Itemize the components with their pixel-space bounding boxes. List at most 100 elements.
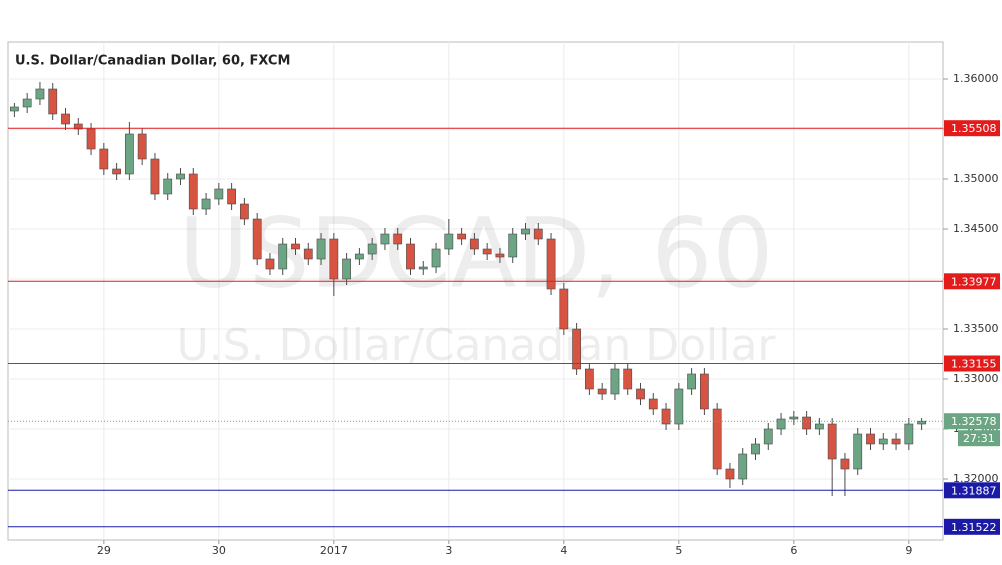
candle-body xyxy=(776,418,786,430)
y-tick-label: 1.34500 xyxy=(953,222,999,235)
candle-body xyxy=(597,388,607,395)
x-tick-label: 29 xyxy=(97,544,111,557)
candle-body xyxy=(584,368,594,390)
candle-body xyxy=(252,218,262,260)
level-label: 1.33155 xyxy=(951,358,997,371)
y-tick-label: 1.36000 xyxy=(953,72,999,85)
level-label-box xyxy=(944,482,1000,499)
candle-body xyxy=(406,243,415,270)
watermark: USDCAD, 60 xyxy=(179,197,774,309)
candle-body xyxy=(329,238,339,280)
candle-body xyxy=(546,238,556,290)
candle-body xyxy=(291,243,300,250)
candle-body xyxy=(303,248,313,260)
candle-body xyxy=(866,433,875,445)
candle-body xyxy=(99,148,109,170)
candle-body xyxy=(814,423,824,430)
last-price-label: 1.32578 xyxy=(951,415,997,428)
candle-body xyxy=(240,203,249,220)
candle-body xyxy=(354,253,364,260)
candle-body xyxy=(699,373,709,410)
plot-frame xyxy=(7,41,944,541)
candle-body xyxy=(840,458,850,470)
x-tick-label: 3 xyxy=(445,544,452,557)
candle-body xyxy=(150,158,160,195)
candle-body xyxy=(533,228,543,240)
candle-body xyxy=(227,188,236,205)
candle-body xyxy=(789,416,799,420)
candle-body xyxy=(495,253,505,258)
candle-body xyxy=(201,198,211,210)
y-tick-label: 1.33500 xyxy=(953,322,999,335)
chart-title: U.S. Dollar/Canadian Dollar, 60, FXCM xyxy=(15,54,290,69)
candle-body xyxy=(86,128,96,150)
x-tick-label: 2017 xyxy=(320,544,348,557)
candle-body xyxy=(521,228,530,235)
candle-body xyxy=(265,258,275,270)
candle-body xyxy=(367,243,377,255)
x-tick-label: 6 xyxy=(790,544,797,557)
level-label: 1.31887 xyxy=(951,484,997,497)
candle-body xyxy=(738,453,748,480)
level-label-box xyxy=(944,120,1000,137)
x-tick-label: 9 xyxy=(905,544,912,557)
candle-body xyxy=(380,233,390,245)
candle-body xyxy=(431,248,441,268)
y-tick-label: 1.33000 xyxy=(953,372,999,385)
candle-body xyxy=(176,173,185,180)
candle-body xyxy=(802,416,811,430)
candle-body xyxy=(342,258,351,280)
candle-body xyxy=(214,188,224,200)
candle-body xyxy=(904,423,914,445)
candle-body xyxy=(763,428,773,445)
countdown-box xyxy=(958,430,1000,447)
candle-body xyxy=(137,133,147,160)
candle-body xyxy=(636,388,645,400)
candle-body xyxy=(73,123,83,130)
candle-body xyxy=(278,243,288,270)
candle-body xyxy=(48,88,58,115)
candle-body xyxy=(316,238,326,260)
level-label-box xyxy=(944,273,1000,290)
candle-body xyxy=(444,233,454,250)
candle-body xyxy=(35,88,45,100)
level-label: 1.31522 xyxy=(951,521,997,534)
candle-body xyxy=(661,408,671,425)
x-tick-label: 5 xyxy=(675,544,682,557)
candle-body xyxy=(610,368,620,395)
y-tick-label: 1.35000 xyxy=(953,172,999,185)
candle-body xyxy=(891,438,901,445)
candle-body xyxy=(112,168,122,175)
candle-body xyxy=(853,433,863,470)
candle-body xyxy=(188,173,198,210)
countdown-label: 27:31 xyxy=(963,432,995,445)
candle-body xyxy=(648,398,658,410)
candle-body xyxy=(827,423,837,460)
level-label: 1.33977 xyxy=(951,275,997,288)
candle-body xyxy=(508,233,518,258)
candle-body xyxy=(623,368,633,390)
candle-body xyxy=(878,438,888,445)
candle-body xyxy=(61,113,70,125)
level-label: 1.35508 xyxy=(951,122,997,135)
candle-body xyxy=(418,266,428,270)
candle-body xyxy=(469,238,479,250)
candle-body xyxy=(572,328,581,370)
candle-body xyxy=(393,233,403,245)
y-tick-label: 1.32000 xyxy=(953,472,999,485)
candle-body xyxy=(674,388,684,425)
watermark-subtitle: U.S. Dollar/Canadian Dollar xyxy=(176,320,776,371)
candle-body xyxy=(917,420,926,425)
last-price-box xyxy=(944,413,1000,430)
candle-body xyxy=(457,233,466,240)
candle-body xyxy=(10,106,19,112)
candle-body xyxy=(751,443,760,455)
candle-body xyxy=(125,133,134,175)
level-label-box xyxy=(944,518,1000,535)
candle-body xyxy=(559,288,569,330)
candle-body xyxy=(712,408,722,470)
candle-body xyxy=(725,468,735,480)
candle-body xyxy=(22,98,32,108)
